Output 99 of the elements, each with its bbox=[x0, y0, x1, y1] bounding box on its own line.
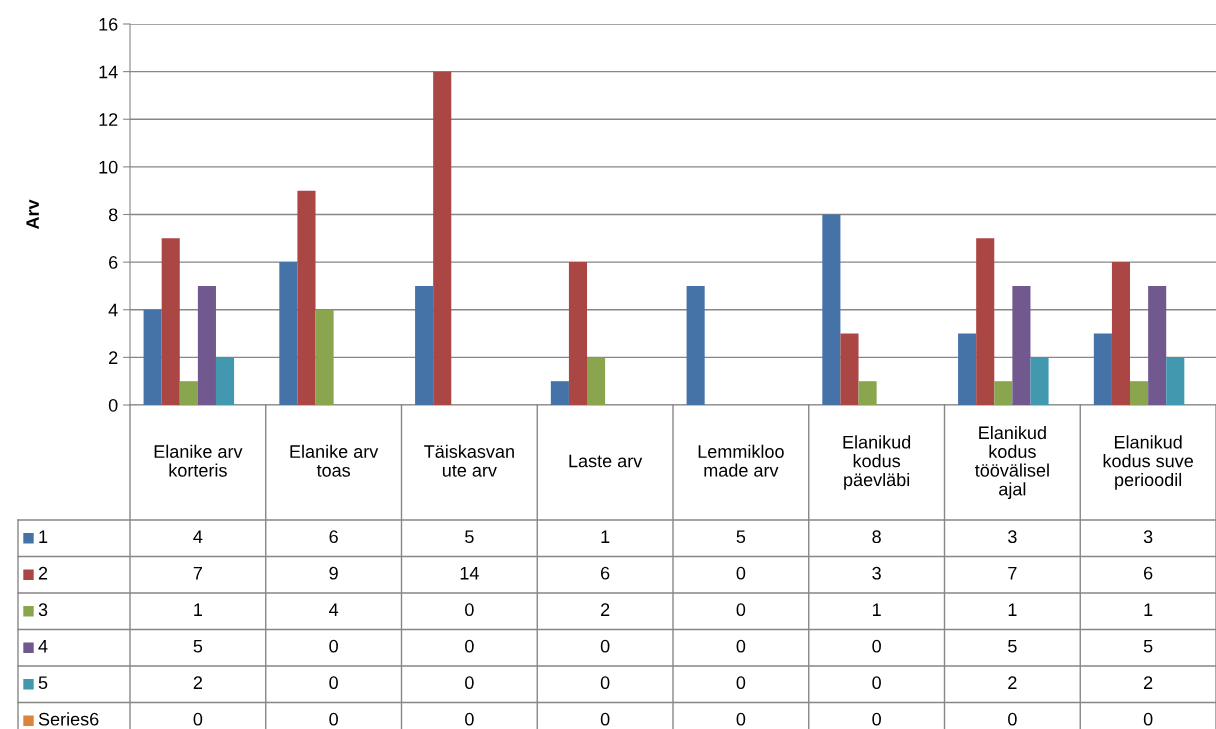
x-tick-label: Laste arv bbox=[569, 454, 643, 468]
y-tick-label: 16 bbox=[99, 17, 118, 31]
data-label: 0 bbox=[329, 676, 338, 690]
data-label: 2 bbox=[1144, 676, 1153, 689]
bar bbox=[279, 262, 298, 405]
y-tick-label: 2 bbox=[109, 351, 118, 364]
data-label: 3 bbox=[1008, 530, 1017, 544]
bar bbox=[179, 381, 198, 405]
bar bbox=[1093, 333, 1112, 405]
bar bbox=[976, 238, 995, 405]
x-tick-label: Elanikud kodus päevläbi bbox=[843, 435, 911, 490]
data-label: 5 bbox=[1143, 640, 1153, 653]
data-label: 0 bbox=[193, 712, 203, 726]
data-label: 0 bbox=[872, 676, 881, 690]
bar bbox=[297, 190, 316, 405]
data-label: 1 bbox=[601, 530, 610, 543]
data-label: 7 bbox=[1008, 567, 1017, 580]
y-tick-label: 14 bbox=[99, 65, 118, 79]
data-label: 14 bbox=[460, 567, 479, 580]
data-label: 5 bbox=[465, 530, 474, 544]
data-label: 6 bbox=[329, 530, 338, 544]
x-tick-label: Elanikud kodus töövälisel ajal bbox=[975, 425, 1049, 500]
data-label: 1 bbox=[872, 603, 881, 616]
data-label: 0 bbox=[465, 603, 474, 617]
data-label: 6 bbox=[1144, 566, 1153, 580]
legend-label: 2 bbox=[38, 566, 48, 580]
data-label: 3 bbox=[1143, 530, 1153, 544]
bar bbox=[1148, 285, 1167, 405]
legend-label: 1 bbox=[39, 530, 48, 543]
y-tick-label: 12 bbox=[99, 113, 118, 126]
bar bbox=[433, 71, 452, 405]
data-label: 1 bbox=[1008, 603, 1017, 616]
y-axis-title: Arv bbox=[26, 199, 39, 230]
bar bbox=[143, 309, 162, 405]
data-label: 0 bbox=[872, 639, 881, 653]
x-tick-label: Elanike arv toas bbox=[290, 444, 379, 477]
data-label: 4 bbox=[329, 603, 339, 616]
y-tick-label: 8 bbox=[108, 208, 118, 222]
bar bbox=[1030, 357, 1049, 405]
data-label: 2 bbox=[601, 603, 610, 616]
bar bbox=[994, 381, 1013, 405]
bar bbox=[215, 357, 235, 405]
y-tick-label: 6 bbox=[109, 256, 118, 269]
data-label: 0 bbox=[1008, 712, 1017, 726]
x-tick-label: Lemmikloo made arv bbox=[698, 444, 784, 477]
bar bbox=[550, 381, 569, 405]
bar bbox=[822, 214, 841, 405]
data-label: 0 bbox=[465, 676, 474, 690]
data-label: 1 bbox=[194, 603, 203, 616]
data-label: 1 bbox=[1144, 603, 1153, 616]
data-label: 0 bbox=[736, 712, 746, 726]
bar bbox=[415, 285, 434, 405]
bar bbox=[315, 309, 334, 405]
data-label: 6 bbox=[601, 566, 610, 580]
data-label: 0 bbox=[329, 712, 338, 726]
data-label: 5 bbox=[1008, 640, 1017, 653]
bar bbox=[1166, 357, 1185, 405]
data-label: 0 bbox=[736, 639, 746, 653]
y-tick-label: 4 bbox=[108, 303, 118, 317]
legend-label: Series6 bbox=[38, 712, 99, 726]
legend-label: 4 bbox=[38, 640, 48, 653]
bar bbox=[1111, 262, 1131, 405]
data-label: 0 bbox=[736, 676, 746, 690]
data-label: 8 bbox=[872, 530, 881, 544]
data-label: 7 bbox=[193, 567, 202, 580]
bar bbox=[161, 238, 180, 405]
data-label: 0 bbox=[600, 712, 610, 726]
y-tick-label: 10 bbox=[99, 160, 118, 174]
legend-label: 5 bbox=[38, 676, 48, 690]
bar bbox=[197, 285, 216, 405]
data-label: 0 bbox=[736, 603, 746, 617]
bar bbox=[840, 333, 859, 405]
data-label: 0 bbox=[872, 712, 881, 726]
x-tick-label: Elanike arv korteris bbox=[154, 444, 243, 477]
bar bbox=[958, 333, 977, 405]
bar bbox=[568, 262, 588, 405]
bar bbox=[587, 357, 606, 405]
x-tick-label: Elanikud kodus suve perioodil bbox=[1103, 435, 1193, 490]
data-label: 5 bbox=[193, 640, 203, 653]
data-label: 9 bbox=[329, 566, 338, 580]
data-label: 0 bbox=[465, 639, 474, 653]
data-label: 3 bbox=[872, 566, 881, 580]
data-label: 0 bbox=[600, 676, 610, 690]
bar bbox=[858, 381, 877, 405]
bar bbox=[1130, 381, 1149, 405]
x-tick-label: Täiskasvan ute arv bbox=[424, 444, 514, 477]
data-label: 0 bbox=[329, 639, 338, 653]
legend-label: 3 bbox=[38, 603, 48, 617]
data-label: 5 bbox=[736, 530, 746, 544]
data-label: 4 bbox=[193, 530, 203, 543]
bar bbox=[1012, 285, 1031, 405]
data-label: 2 bbox=[1008, 676, 1017, 689]
y-tick-label: 0 bbox=[108, 398, 118, 412]
data-label: 2 bbox=[193, 676, 202, 689]
data-label: 0 bbox=[1143, 712, 1153, 726]
data-label: 0 bbox=[736, 566, 746, 580]
data-label: 0 bbox=[465, 712, 474, 726]
data-label: 0 bbox=[600, 639, 610, 653]
bar bbox=[686, 285, 705, 405]
